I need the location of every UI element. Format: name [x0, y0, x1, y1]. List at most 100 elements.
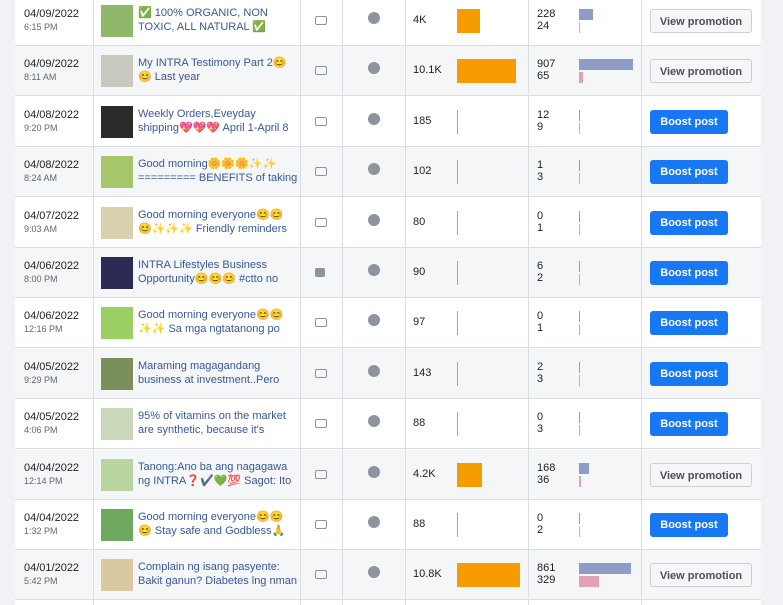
action-button[interactable]: View promotion	[650, 59, 752, 84]
engagement-bar	[579, 223, 580, 235]
post-date: 04/05/2022	[24, 411, 80, 424]
engagement-text: 65	[537, 70, 550, 83]
post-title[interactable]: Weekly Orders,Eveyday	[138, 107, 256, 120]
post-title[interactable]: Opportunity😊😊😊 #ctto no	[138, 273, 279, 285]
action-button[interactable]: View promotion	[650, 462, 752, 487]
audience-icon	[368, 12, 380, 24]
post-date: 04/05/2022	[24, 360, 80, 373]
reach-text: 10.8K	[413, 568, 442, 581]
post-date: 04/06/2022	[24, 310, 80, 323]
reach-bar	[457, 513, 458, 537]
reach-bar	[457, 261, 458, 285]
reach-text: 4K	[413, 14, 427, 26]
post-date: 04/09/2022	[24, 8, 80, 20]
audience-icon	[368, 314, 380, 327]
audience-icon	[368, 163, 380, 176]
action-button[interactable]: Boost post	[650, 210, 728, 235]
post-thumbnail	[101, 408, 133, 441]
action-button[interactable]: Boost post	[650, 513, 728, 537]
post-title[interactable]: TOXIC, ALL NATURAL ✅	[138, 21, 267, 33]
engagement-text: 12	[537, 108, 550, 121]
reach-text: 88	[413, 518, 426, 530]
post-time: 9:29 PM	[24, 374, 58, 385]
post-time: 8:24 AM	[24, 173, 58, 184]
engagement-text: 0	[537, 411, 544, 424]
post-title[interactable]: 😊✨✨✨ Friendly reminders	[138, 222, 287, 235]
engagement-text: 228	[537, 8, 556, 20]
audience-icon	[368, 264, 380, 276]
action-button[interactable]: View promotion	[650, 9, 752, 33]
post-title[interactable]: Maraming magagandang	[138, 359, 261, 372]
post-title[interactable]: Good morning everyone😊😊	[138, 309, 284, 322]
post-type-icon	[315, 217, 327, 227]
reach-bar	[457, 59, 516, 84]
reach-text: 143	[413, 366, 432, 379]
audience-icon	[368, 566, 380, 579]
post-title[interactable]: Complain ng isang pasyente:	[138, 561, 280, 574]
post-time: 12:16 PM	[24, 324, 63, 335]
engagement-bar	[579, 22, 581, 33]
post-title[interactable]: business at investment..Pero	[138, 373, 280, 386]
post-title[interactable]: ========= BENEFITS of taking	[138, 172, 298, 185]
post-type-icon	[315, 116, 327, 126]
post-title[interactable]: Good morning🌼🌼🌼✨✨	[138, 158, 277, 171]
engagement-bar	[579, 210, 580, 222]
post-thumbnail	[101, 55, 133, 88]
post-row: 04/01/2022 5:42 PM Complain ng isang pasye…	[15, 550, 761, 601]
post-row: 04/09/2022 6:15 PM ✅ 100% ORGANIC, NON TOXI…	[15, 0, 761, 46]
engagement-text: 168	[537, 461, 556, 474]
post-title[interactable]: 😊 Stay safe and Godbless🙏	[138, 525, 286, 537]
post-date: 04/09/2022	[24, 58, 80, 71]
action-button[interactable]: View promotion	[650, 563, 752, 588]
post-title[interactable]: ✅ 100% ORGANIC, NON	[138, 7, 268, 19]
post-thumbnail	[101, 559, 133, 592]
post-title[interactable]: are synthetic, because it's	[138, 424, 265, 437]
engagement-bar	[579, 412, 580, 424]
post-title[interactable]: 95% of vitamins on the market	[138, 410, 286, 423]
post-title[interactable]: shipping💖💖💖 April 1-April 8	[138, 121, 289, 134]
post-title[interactable]: Bakit ganun? Diabetes lng nman	[138, 575, 297, 588]
engagement-bar	[579, 72, 583, 84]
post-title[interactable]: Tanong:Ano ba ang nagagawa	[138, 460, 288, 473]
column-divider	[528, 0, 529, 605]
post-thumbnail	[101, 509, 133, 541]
post-thumbnail	[101, 307, 133, 340]
action-button[interactable]: Boost post	[650, 109, 728, 134]
post-time: 6:15 PM	[24, 22, 58, 32]
engagement-bar	[579, 526, 580, 537]
post-title[interactable]: My INTRA Testimony Part 2😊	[138, 57, 287, 70]
post-title[interactable]: ✨✨ Sa mga ngtatanong po	[138, 323, 280, 336]
reach-bar	[457, 311, 458, 336]
engagement-bar	[579, 361, 580, 373]
post-thumbnail	[101, 206, 133, 239]
action-button[interactable]: Boost post	[650, 261, 728, 285]
engagement-bar	[579, 462, 590, 474]
post-date: 04/08/2022	[24, 108, 80, 121]
post-type-icon	[315, 167, 327, 177]
column-divider	[342, 0, 343, 605]
post-title[interactable]: Good morning everyone😊😊	[138, 208, 284, 221]
post-title[interactable]: Good morning everyone😊😊	[138, 511, 284, 523]
post-time: 8:00 PM	[24, 274, 58, 284]
post-title[interactable]: INTRA Lifestyles Business	[138, 259, 267, 271]
column-divider	[641, 0, 642, 605]
engagement-bar	[579, 311, 580, 323]
action-button[interactable]: Boost post	[650, 311, 728, 336]
post-time: 4:06 PM	[24, 425, 58, 436]
post-title[interactable]: 😊 Last year	[138, 71, 200, 84]
reach-bar	[457, 462, 482, 487]
post-thumbnail	[101, 257, 133, 289]
post-title[interactable]: ng INTRA❓✔️💚💯 Sagot: Ito	[138, 474, 292, 487]
post-date: 04/04/2022	[24, 512, 80, 524]
action-button[interactable]: Boost post	[650, 160, 728, 185]
post-type-icon	[315, 368, 327, 378]
action-button[interactable]: Boost post	[650, 361, 728, 386]
action-button[interactable]: Boost post	[650, 412, 728, 437]
post-thumbnail	[101, 5, 133, 37]
engagement-text: 1	[537, 221, 544, 234]
engagement-bar	[579, 9, 593, 20]
post-thumbnail	[101, 105, 133, 138]
engagement-bar	[579, 173, 580, 185]
post-type-icon	[315, 469, 327, 479]
post-time: 1:32 PM	[24, 526, 58, 536]
